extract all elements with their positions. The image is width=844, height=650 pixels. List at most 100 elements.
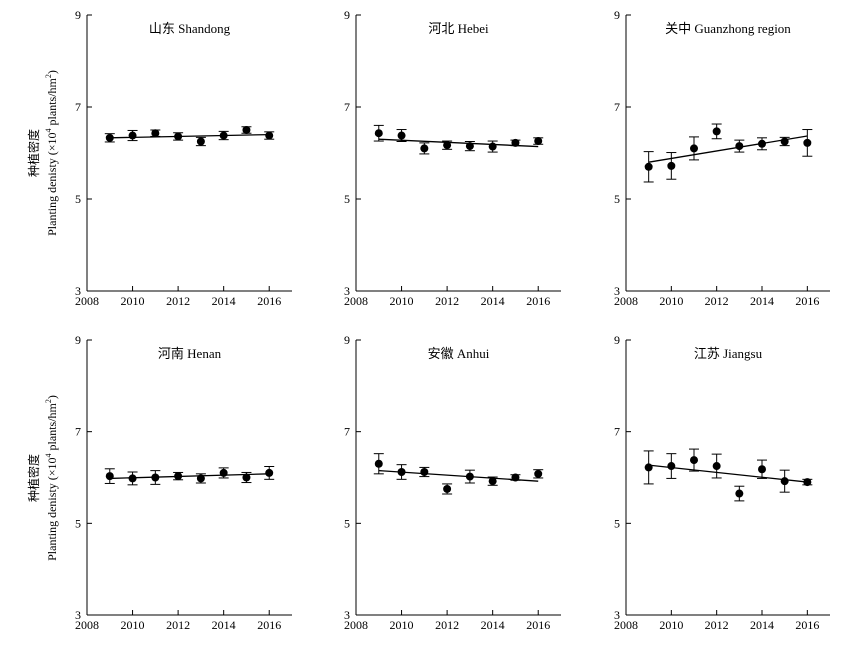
data-point	[420, 468, 429, 476]
panel-5: 3 5 7 9 2008 2010 2012 2014 2016 安徽 Anhui	[344, 333, 561, 632]
ylabel-cn: 种植密度	[26, 454, 41, 502]
y-tick-label: 7	[75, 100, 81, 114]
trend-line	[109, 133, 270, 139]
data-point	[712, 462, 721, 471]
y-tick-label: 3	[614, 284, 620, 298]
x-tick-label: 2014	[481, 618, 505, 632]
data-point	[488, 142, 497, 151]
y-tick-label: 9	[344, 8, 350, 22]
x-tick-label: 2010	[659, 294, 683, 308]
ylabel-row-2: 种植密度 Planting denisty (×104 plants/hm2)	[26, 395, 59, 561]
x-tick-label: 2008	[344, 294, 368, 308]
y-tick-label: 3	[75, 284, 81, 298]
y-tick-label: 7	[614, 425, 620, 439]
x-tick-label: 2008	[344, 618, 368, 632]
data-point	[712, 127, 721, 136]
data-point	[265, 468, 274, 477]
panel-6: 3 5 7 9 2008 2010 2012 2014 2016 江苏 Jiangsu	[614, 333, 830, 632]
x-tick-label: 2016	[795, 294, 819, 308]
data-point	[758, 139, 766, 148]
x-tick-label: 2010	[121, 294, 145, 308]
data-point	[488, 477, 497, 486]
x-tick-label: 2008	[614, 618, 638, 632]
data-point	[151, 473, 160, 482]
data-point	[735, 142, 744, 151]
y-tick-label: 7	[75, 425, 81, 439]
data-point	[465, 142, 474, 151]
data-point	[242, 126, 251, 134]
x-tick-label: 2016	[257, 294, 281, 308]
x-tick-label: 2012	[435, 618, 459, 632]
data-point	[667, 161, 676, 170]
data-point	[465, 472, 474, 481]
panel-title: 河南 Henan	[158, 346, 222, 361]
panel-4: 3 5 7 9 2008 2010 2012 2014 2016 河南 Henan	[75, 333, 292, 632]
data-point	[105, 133, 114, 142]
data-point	[242, 473, 251, 482]
y-tick-label: 3	[344, 284, 350, 298]
y-tick-label: 5	[75, 516, 81, 530]
y-tick-label: 5	[344, 516, 350, 530]
panel-title: 关中 Guanzhong region	[665, 21, 791, 36]
y-tick-label: 3	[344, 608, 350, 622]
y-tick-label: 7	[614, 100, 620, 114]
x-tick-label: 2012	[705, 618, 729, 632]
x-tick-label: 2014	[481, 294, 505, 308]
data-point	[803, 478, 812, 487]
data-point	[443, 484, 452, 493]
data-point	[690, 456, 698, 465]
y-tick-label: 3	[75, 608, 81, 622]
y-tick-label: 5	[614, 516, 620, 530]
x-tick-label: 2012	[166, 618, 190, 632]
y-tick-label: 9	[75, 333, 81, 347]
panels: 3 5 7 9 2008 2010 2012 2014 2016 山东 Shandong 3 5 7 9 2…	[75, 8, 830, 632]
x-tick-label: 2014	[212, 618, 236, 632]
data-point	[534, 469, 543, 478]
x-tick-label: 2012	[166, 294, 190, 308]
panel-3: 3 5 7 9 2008 2010 2012 2014 2016 关中 Guanzhong reg…	[614, 8, 830, 308]
x-tick-label: 2014	[212, 294, 236, 308]
x-tick-label: 2012	[705, 294, 729, 308]
y-tick-label: 7	[344, 100, 350, 114]
ylabel-en: Planting denisty (×104 plants/hm2)	[44, 70, 59, 236]
x-tick-label: 2012	[435, 294, 459, 308]
ylabel-row-1: 种植密度 Planting denisty (×104 plants/hm2)	[26, 70, 59, 236]
data-point	[174, 132, 183, 141]
data-point	[667, 462, 676, 471]
data-point	[644, 463, 653, 472]
data-point	[128, 131, 137, 140]
panel-title: 山东 Shandong	[149, 21, 231, 36]
panel-title: 江苏 Jiangsu	[694, 346, 763, 361]
data-point	[534, 137, 543, 146]
data-point	[690, 144, 698, 153]
x-tick-label: 2016	[526, 294, 550, 308]
data-point	[443, 141, 452, 150]
data-point	[105, 472, 114, 481]
x-tick-label: 2010	[121, 618, 145, 632]
data-point	[397, 468, 406, 476]
data-point	[174, 472, 183, 481]
x-tick-label: 2016	[257, 618, 281, 632]
y-tick-label: 3	[614, 608, 620, 622]
x-tick-label: 2008	[75, 294, 99, 308]
y-tick-label: 5	[75, 192, 81, 206]
x-tick-label: 2008	[75, 618, 99, 632]
panel-2: 3 5 7 9 2008 2010 2012 2014 2016 河北 Hebei	[344, 8, 561, 308]
panel-1: 3 5 7 9 2008 2010 2012 2014 2016 山东 Shandong	[75, 8, 292, 308]
data-point	[511, 138, 520, 147]
data-point	[420, 144, 429, 153]
x-tick-label: 2010	[390, 294, 414, 308]
data-point	[803, 138, 812, 147]
y-tick-label: 7	[344, 425, 350, 439]
y-tick-label: 9	[344, 333, 350, 347]
data-point	[758, 465, 766, 474]
panel-title: 安徽 Anhui	[428, 346, 490, 361]
x-tick-label: 2008	[614, 294, 638, 308]
data-point	[780, 477, 789, 486]
y-tick-label: 9	[614, 333, 620, 347]
y-tick-label: 9	[75, 8, 81, 22]
y-tick-label: 9	[614, 8, 620, 22]
data-point	[780, 137, 789, 146]
data-point	[511, 473, 520, 482]
